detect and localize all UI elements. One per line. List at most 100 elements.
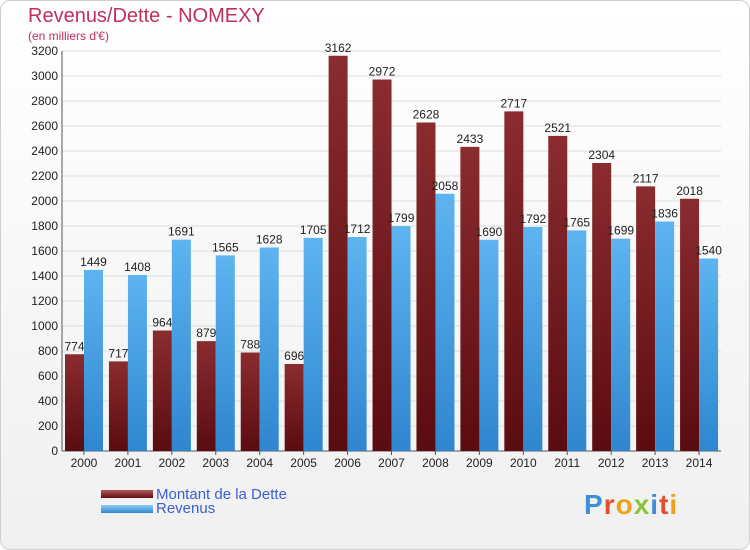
- bar-revenue: [171, 239, 191, 451]
- x-tick-label: 2003: [202, 456, 229, 470]
- data-label: 2058: [432, 179, 459, 193]
- x-tick-label: 2011: [554, 456, 580, 470]
- x-tick-label: 2005: [290, 456, 317, 470]
- data-label: 2117: [633, 171, 659, 185]
- bar-revenue: [347, 237, 367, 451]
- x-tick-label: 2012: [598, 456, 625, 470]
- x-tick-label: 2014: [686, 456, 713, 470]
- bar-revenue: [127, 275, 147, 451]
- data-label: 774: [64, 339, 84, 353]
- legend-swatch-debt: [101, 490, 153, 498]
- data-label: 964: [152, 316, 172, 330]
- bar-debt: [636, 186, 656, 451]
- x-tick-label: 2009: [466, 456, 493, 470]
- chart-title: Revenus/Dette - NOMEXY: [28, 5, 265, 27]
- data-label: 2433: [457, 132, 484, 146]
- bar-debt: [592, 163, 612, 451]
- data-label: 1449: [80, 255, 107, 269]
- data-label: 3162: [325, 41, 352, 55]
- data-label: 2521: [544, 121, 571, 135]
- bar-debt: [108, 361, 128, 451]
- x-tick-label: 2000: [71, 456, 98, 470]
- bar-debt: [680, 198, 700, 451]
- bar-debt: [284, 364, 304, 451]
- x-tick-label: 2010: [510, 456, 537, 470]
- data-label: 1765: [563, 215, 590, 229]
- bar-debt: [460, 146, 480, 451]
- bar-revenue: [699, 258, 719, 451]
- y-tick-label: 800: [38, 344, 58, 358]
- data-label: 1690: [476, 225, 503, 239]
- bar-debt: [196, 341, 216, 451]
- data-label: 717: [108, 346, 128, 360]
- data-label: 879: [196, 326, 216, 340]
- data-label: 1836: [651, 207, 678, 221]
- legend-label-revenue: Revenus: [156, 500, 216, 517]
- data-label: 1691: [168, 225, 195, 239]
- y-tick-label: 2600: [31, 119, 58, 133]
- x-tick-label: 2013: [642, 456, 669, 470]
- y-tick-label: 2200: [31, 169, 58, 183]
- bar-revenue: [523, 227, 543, 451]
- x-tick-label: 2007: [378, 456, 405, 470]
- bar-revenue: [435, 193, 455, 451]
- y-tick-label: 1600: [31, 244, 58, 258]
- y-tick-label: 0: [51, 444, 58, 458]
- data-label: 2628: [413, 108, 440, 122]
- data-label: 1565: [212, 240, 239, 254]
- x-tick-label: 2008: [422, 456, 449, 470]
- data-label: 1540: [695, 244, 722, 258]
- bar-revenue: [303, 237, 323, 451]
- legend-label-debt: Montant de la Dette: [156, 486, 287, 503]
- y-tick-label: 2800: [31, 94, 58, 108]
- y-tick-label: 1800: [31, 219, 58, 233]
- bar-revenue: [215, 255, 235, 451]
- x-tick-label: 2002: [158, 456, 185, 470]
- x-tick-label: 2001: [115, 456, 142, 470]
- data-label: 2972: [369, 65, 396, 79]
- bar-debt: [416, 122, 436, 451]
- data-label: 1799: [388, 211, 415, 225]
- y-tick-label: 1200: [31, 294, 58, 308]
- data-label: 1792: [519, 212, 546, 226]
- bar-debt: [548, 135, 568, 451]
- legend-swatch-revenue: [101, 505, 153, 513]
- bar-debt: [240, 352, 260, 451]
- y-tick-label: 1000: [31, 319, 58, 333]
- bar-debt: [328, 55, 348, 451]
- data-label: 788: [240, 338, 260, 352]
- bar-revenue: [567, 230, 587, 451]
- bar-revenue: [655, 221, 675, 451]
- bar-debt: [504, 111, 524, 451]
- bar-revenue: [479, 239, 499, 451]
- y-tick-label: 200: [38, 419, 58, 433]
- x-tick-label: 2004: [246, 456, 273, 470]
- bar-debt: [152, 330, 172, 451]
- bar-revenue: [611, 238, 631, 451]
- bar-debt: [65, 354, 84, 451]
- y-tick-label: 1400: [31, 269, 58, 283]
- data-label: 696: [284, 349, 304, 363]
- data-label: 2304: [588, 148, 615, 162]
- y-tick-label: 400: [38, 394, 58, 408]
- bar-revenue: [84, 269, 103, 451]
- data-label: 2018: [676, 184, 703, 198]
- y-tick-label: 2000: [31, 194, 58, 208]
- chart-subtitle: (en milliers d'€): [28, 29, 109, 43]
- data-label: 1705: [300, 223, 327, 237]
- x-tick-label: 2006: [334, 456, 361, 470]
- bar-debt: [372, 79, 392, 451]
- bar-revenue: [259, 247, 279, 451]
- data-label: 2717: [500, 96, 527, 110]
- data-label: 1408: [124, 260, 151, 274]
- y-tick-label: 600: [38, 369, 58, 383]
- proxiti-logo: Proxiti: [584, 489, 679, 520]
- data-label: 1699: [607, 224, 634, 238]
- data-label: 1712: [344, 222, 371, 236]
- y-tick-label: 3200: [31, 44, 58, 58]
- y-tick-label: 2400: [31, 144, 58, 158]
- y-tick-label: 3000: [31, 69, 58, 83]
- data-label: 1628: [256, 233, 283, 247]
